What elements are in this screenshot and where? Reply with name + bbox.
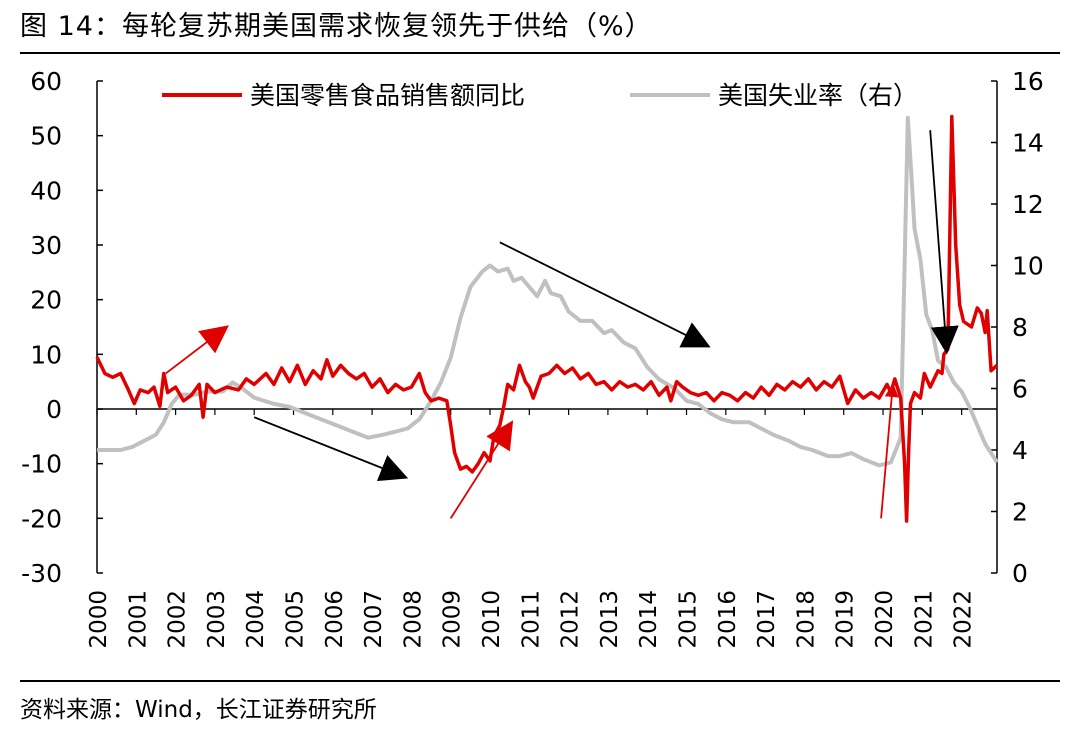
annotation-arrows xyxy=(165,130,959,519)
y-right-tick-label: 2 xyxy=(1012,498,1028,527)
series-group xyxy=(95,114,999,523)
x-tick-label: 2020 xyxy=(872,590,898,649)
y-left-tick-label: 10 xyxy=(30,340,62,369)
top-rule xyxy=(20,52,1060,54)
x-tick-label: 2015 xyxy=(676,590,702,649)
x-tick-label: 2004 xyxy=(243,590,269,649)
x-tick-label: 2011 xyxy=(518,590,544,649)
y-left-tick-label: -30 xyxy=(21,559,62,588)
x-tick-label: 2001 xyxy=(125,590,151,649)
y-right-tick-label: 6 xyxy=(1012,375,1028,404)
x-tick-label: 2018 xyxy=(793,590,819,649)
x-tick-label: 2007 xyxy=(361,590,387,649)
y-right-tick-label: 14 xyxy=(1012,129,1044,158)
x-tick-label: 2022 xyxy=(951,590,977,649)
source-note: 资料来源：Wind，长江证券研究所 xyxy=(20,697,377,723)
y-right-tick-label: 16 xyxy=(1012,67,1044,96)
y-left-tick-label: -20 xyxy=(21,504,62,533)
y-left-tick-label: 50 xyxy=(30,122,62,151)
x-tick-label: 2021 xyxy=(911,590,937,649)
black-arrow xyxy=(253,416,409,482)
bottom-rule xyxy=(20,680,1060,682)
red-arrow xyxy=(165,325,229,375)
figure-title: 图 14：每轮复苏期美国需求恢复领先于供给（%） xyxy=(20,11,653,42)
y-right-tick-label: 10 xyxy=(1012,252,1044,281)
legend-label-retail: 美国零售食品销售额同比 xyxy=(250,81,525,110)
x-tick-label: 2008 xyxy=(400,590,426,649)
y-right-tick-label: 12 xyxy=(1012,190,1044,219)
x-tick-label: 2009 xyxy=(440,590,466,649)
series-line-retail xyxy=(95,114,999,523)
black-arrow xyxy=(929,130,959,355)
legend-label-unemployment: 美国失业率（右） xyxy=(718,81,918,110)
y-left-tick-label: 30 xyxy=(30,231,62,260)
y-left-tick-label: 40 xyxy=(30,176,62,205)
y-left-tick-label: 20 xyxy=(30,286,62,315)
black-arrow xyxy=(499,241,711,348)
x-tick-label: 2000 xyxy=(86,590,112,649)
y-right-tick-label: 8 xyxy=(1012,313,1028,342)
y-left-tick-label: 60 xyxy=(30,67,62,96)
x-tick-label: 2019 xyxy=(833,590,859,649)
red-arrow xyxy=(880,383,899,519)
y-right-tick-label: 4 xyxy=(1012,436,1028,465)
x-tick-label: 2005 xyxy=(283,590,309,649)
x-tick-label: 2010 xyxy=(479,590,505,649)
x-tick-label: 2006 xyxy=(322,590,348,649)
series-line-unemployment xyxy=(97,115,999,468)
x-tick-label: 2012 xyxy=(558,590,584,649)
x-tick-label: 2013 xyxy=(597,590,623,649)
y-left-tick-label: -10 xyxy=(21,450,62,479)
x-tick-label: 2016 xyxy=(715,590,741,649)
y-right-tick-label: 0 xyxy=(1012,559,1028,588)
x-tick-label: 2014 xyxy=(636,590,662,649)
x-tick-label: 2017 xyxy=(754,590,780,649)
red-arrow xyxy=(449,420,514,519)
x-tick-label: 2002 xyxy=(165,590,191,649)
legend: 美国零售食品销售额同比 美国失业率（右） xyxy=(162,81,918,110)
x-tick-label: 2003 xyxy=(204,590,230,649)
y-left-tick-label: 0 xyxy=(46,395,62,424)
